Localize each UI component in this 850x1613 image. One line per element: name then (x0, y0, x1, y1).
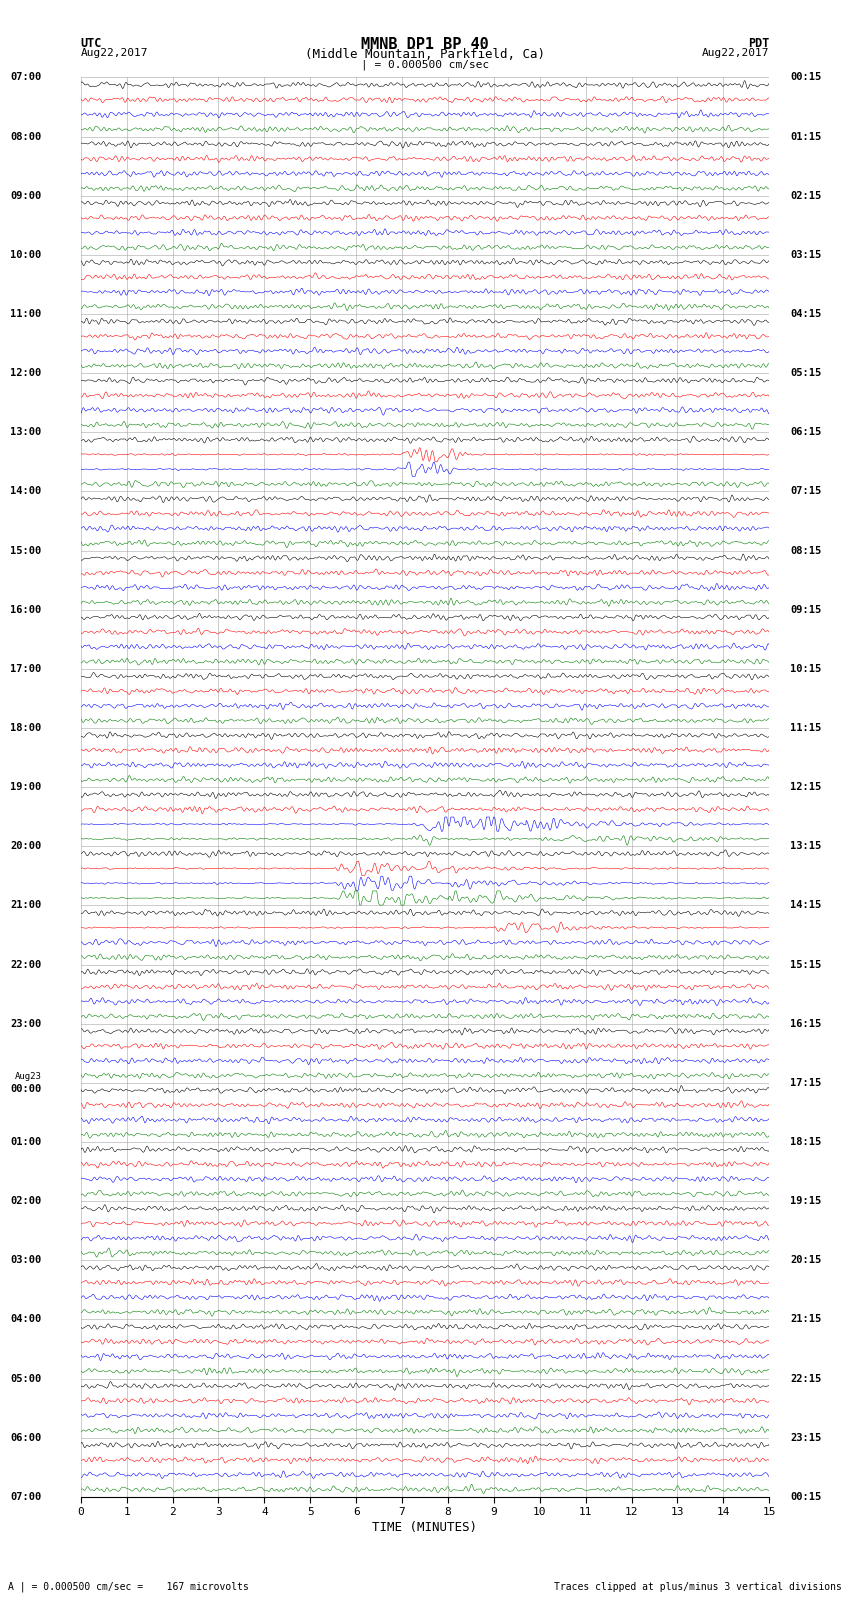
Text: 19:00: 19:00 (10, 782, 42, 792)
Text: 15:00: 15:00 (10, 545, 42, 555)
Text: 00:15: 00:15 (790, 73, 821, 82)
Text: 02:15: 02:15 (790, 190, 821, 200)
Text: 21:00: 21:00 (10, 900, 42, 910)
Text: Traces clipped at plus/minus 3 vertical divisions: Traces clipped at plus/minus 3 vertical … (553, 1582, 842, 1592)
Text: 08:00: 08:00 (10, 132, 42, 142)
Text: 03:15: 03:15 (790, 250, 821, 260)
Text: UTC: UTC (81, 37, 102, 50)
Text: 23:15: 23:15 (790, 1432, 821, 1442)
Text: 22:00: 22:00 (10, 960, 42, 969)
Text: | = 0.000500 cm/sec: | = 0.000500 cm/sec (361, 60, 489, 71)
Text: Aug23: Aug23 (14, 1073, 42, 1081)
Text: 20:00: 20:00 (10, 842, 42, 852)
Text: 10:15: 10:15 (790, 665, 821, 674)
Text: 16:00: 16:00 (10, 605, 42, 615)
Text: PDT: PDT (748, 37, 769, 50)
Text: 18:00: 18:00 (10, 723, 42, 732)
Text: 09:00: 09:00 (10, 190, 42, 200)
Text: 07:00: 07:00 (10, 73, 42, 82)
Text: 01:15: 01:15 (790, 132, 821, 142)
Text: 18:15: 18:15 (790, 1137, 821, 1147)
Text: 07:00: 07:00 (10, 1492, 42, 1502)
Text: 09:15: 09:15 (790, 605, 821, 615)
Text: 14:00: 14:00 (10, 487, 42, 497)
Text: 11:15: 11:15 (790, 723, 821, 732)
Text: 14:15: 14:15 (790, 900, 821, 910)
Text: A | = 0.000500 cm/sec =    167 microvolts: A | = 0.000500 cm/sec = 167 microvolts (8, 1582, 249, 1592)
Text: 04:15: 04:15 (790, 310, 821, 319)
Text: 03:00: 03:00 (10, 1255, 42, 1265)
Text: 20:15: 20:15 (790, 1255, 821, 1265)
Text: 15:15: 15:15 (790, 960, 821, 969)
Text: 12:00: 12:00 (10, 368, 42, 377)
Text: 11:00: 11:00 (10, 310, 42, 319)
Text: 05:15: 05:15 (790, 368, 821, 377)
Text: 01:00: 01:00 (10, 1137, 42, 1147)
Text: 19:15: 19:15 (790, 1197, 821, 1207)
Text: 21:15: 21:15 (790, 1315, 821, 1324)
Text: 04:00: 04:00 (10, 1315, 42, 1324)
Text: 06:00: 06:00 (10, 1432, 42, 1442)
Text: (Middle Mountain, Parkfield, Ca): (Middle Mountain, Parkfield, Ca) (305, 48, 545, 61)
Text: 22:15: 22:15 (790, 1374, 821, 1384)
Text: Aug22,2017: Aug22,2017 (702, 48, 769, 58)
Text: 02:00: 02:00 (10, 1197, 42, 1207)
Text: 07:15: 07:15 (790, 487, 821, 497)
Text: 13:00: 13:00 (10, 427, 42, 437)
Text: 23:00: 23:00 (10, 1019, 42, 1029)
Text: 16:15: 16:15 (790, 1019, 821, 1029)
X-axis label: TIME (MINUTES): TIME (MINUTES) (372, 1521, 478, 1534)
Text: 08:15: 08:15 (790, 545, 821, 555)
Text: 17:00: 17:00 (10, 665, 42, 674)
Text: 05:00: 05:00 (10, 1374, 42, 1384)
Text: 00:00: 00:00 (10, 1084, 42, 1094)
Text: 10:00: 10:00 (10, 250, 42, 260)
Text: 00:15: 00:15 (790, 1492, 821, 1502)
Text: 13:15: 13:15 (790, 842, 821, 852)
Text: 17:15: 17:15 (790, 1077, 821, 1087)
Text: 12:15: 12:15 (790, 782, 821, 792)
Text: MMNB DP1 BP 40: MMNB DP1 BP 40 (361, 37, 489, 52)
Text: 06:15: 06:15 (790, 427, 821, 437)
Text: Aug22,2017: Aug22,2017 (81, 48, 148, 58)
